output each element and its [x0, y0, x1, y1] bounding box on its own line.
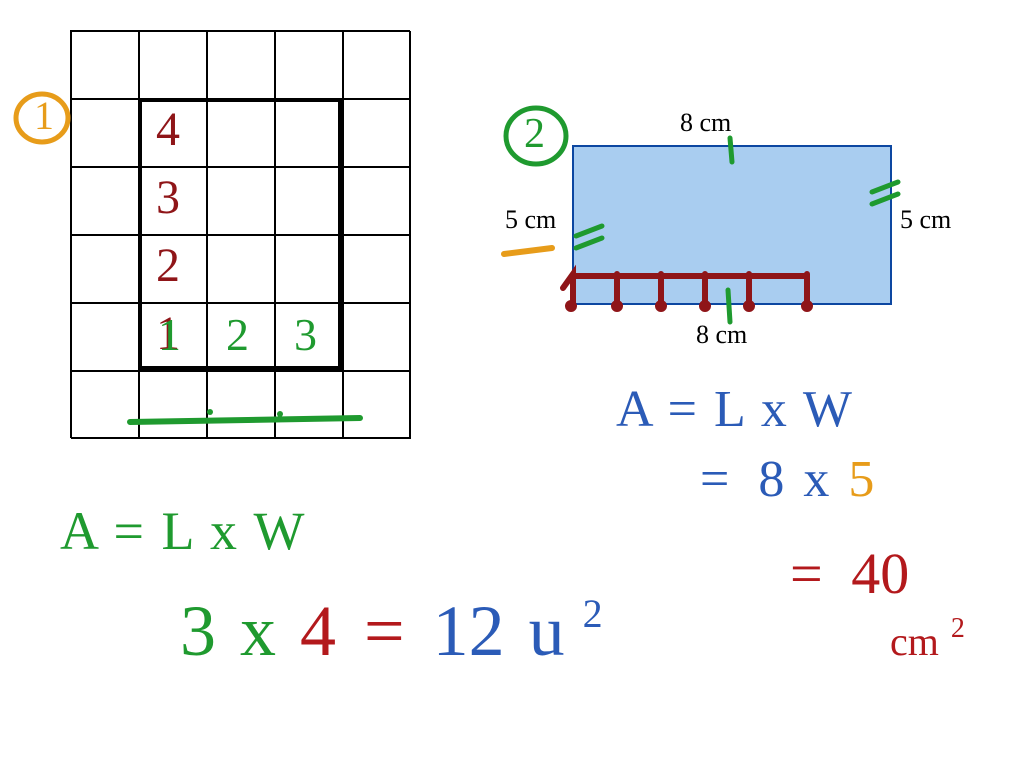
grid-cell	[71, 99, 139, 167]
grid-cell	[71, 31, 139, 99]
formula-2-line1: A = L x W	[616, 380, 854, 439]
f2l2-b: 5	[848, 451, 874, 508]
orange-dash	[500, 242, 560, 262]
row-count: 4	[156, 102, 180, 157]
grid-cell	[343, 167, 411, 235]
row-count: 2	[156, 238, 180, 293]
grid-cell	[343, 99, 411, 167]
f2l3-exp: 2	[951, 613, 965, 644]
calc1-val: 12	[433, 591, 505, 671]
f2l3-val: 40	[851, 541, 909, 606]
grid-cell	[71, 235, 139, 303]
grid-cell	[139, 31, 207, 99]
f2l3-unit: cm	[890, 619, 939, 664]
calc1-a: 3	[180, 591, 216, 671]
problem-2-number: 2	[524, 110, 545, 158]
calc1-eq: =	[364, 591, 405, 671]
col-count: 1	[158, 308, 181, 361]
row-count: 3	[156, 170, 180, 225]
dim-left: 5 cm	[505, 205, 556, 235]
green-underline	[120, 400, 380, 440]
f2l2-a: 8	[758, 451, 784, 508]
calc-1: 3 x 4 = 12 u 2	[180, 590, 603, 673]
grid-cell	[207, 31, 275, 99]
f2l3-unit-block: cm 2	[890, 618, 963, 665]
grid-cell	[275, 31, 343, 99]
problem-1-label: 1	[12, 88, 76, 157]
formula-2-line2: = 8 x 5	[700, 450, 874, 509]
col-count: 2	[226, 308, 249, 361]
grid-cell	[71, 303, 139, 371]
calc1-exp: 2	[583, 591, 603, 636]
f2l2-eq: =	[700, 451, 729, 508]
unit-marks	[555, 258, 855, 318]
col-count: 3	[294, 308, 317, 361]
calc1-unit: u	[529, 591, 565, 671]
problem-1-number: 1	[34, 92, 54, 139]
grid-cell	[343, 235, 411, 303]
grid-cell	[71, 167, 139, 235]
formula-1: A = L x W	[60, 500, 306, 562]
grid-cell	[343, 31, 411, 99]
grid-cell	[343, 303, 411, 371]
f2l3-eq: =	[790, 541, 823, 606]
formula-2-line3: = 40	[790, 540, 909, 607]
calc1-b: 4	[300, 591, 336, 671]
calc1-x: x	[240, 591, 276, 671]
f2l2-x: x	[803, 451, 829, 508]
